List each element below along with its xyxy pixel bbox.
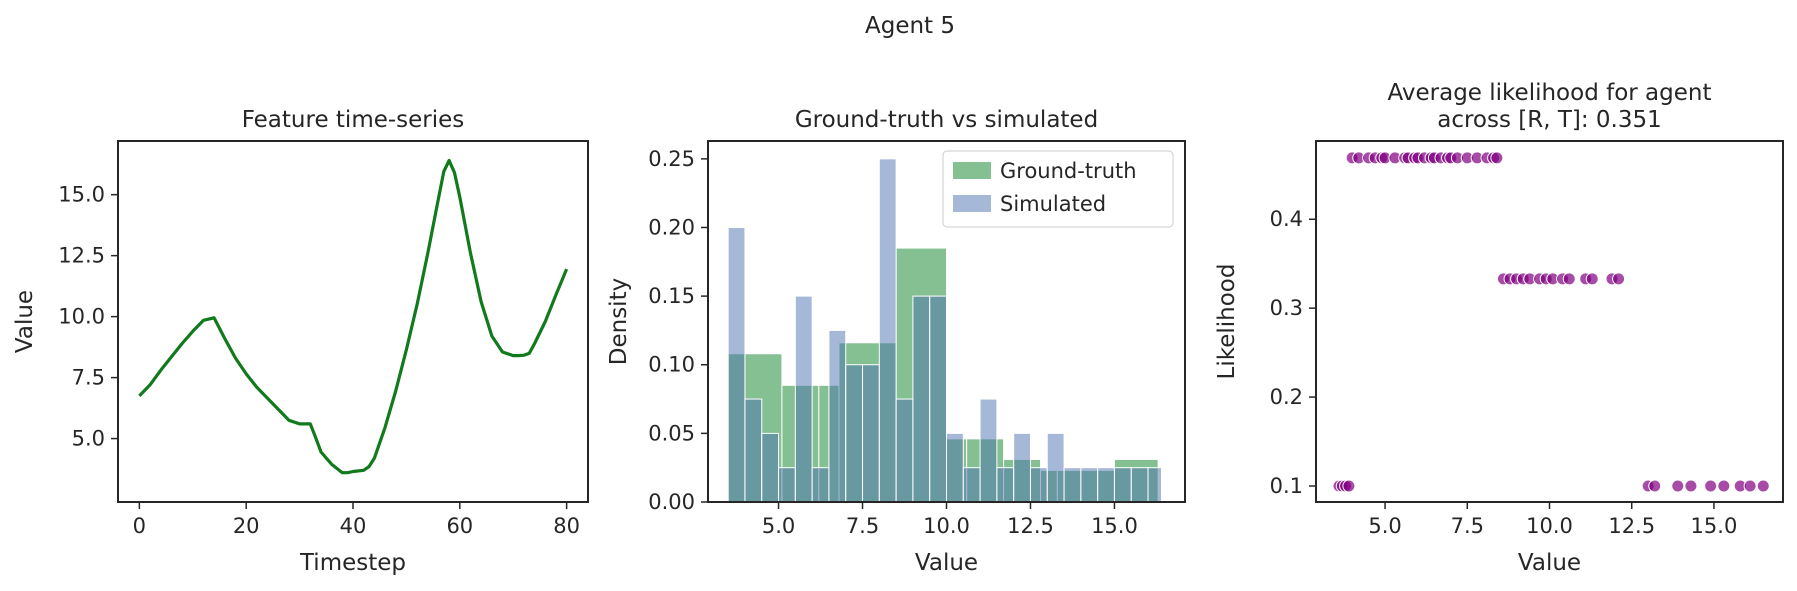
panel-2-frame — [707, 140, 1186, 503]
x-tick-label: 10.0 — [923, 514, 970, 538]
histogram-bar — [761, 432, 780, 503]
histogram-bar — [727, 226, 746, 503]
scatter-point — [1717, 479, 1731, 493]
y-tick-label: 0.05 — [648, 421, 695, 445]
panel-title: across [R, T]: 0.351 — [1437, 107, 1662, 133]
x-tick-label: 15.0 — [1091, 514, 1138, 538]
histogram-bar — [811, 467, 830, 503]
panel-3-frame — [1315, 140, 1784, 503]
histogram-bar — [778, 467, 796, 503]
histogram-bar — [845, 364, 864, 503]
histogram-bar — [946, 432, 964, 503]
histogram-bar — [1046, 432, 1065, 503]
histogram-bar — [1029, 467, 1048, 503]
scatter-point — [1671, 479, 1685, 493]
histogram-bar — [996, 467, 1015, 503]
legend-label: Ground-truth — [1000, 159, 1137, 183]
y-tick-label: 0.00 — [648, 490, 695, 514]
histogram-bar — [828, 329, 847, 503]
scatter-point — [1612, 272, 1626, 286]
x-tick-label: 20 — [233, 514, 260, 538]
scatter-point — [1562, 272, 1576, 286]
x-tick-label: 80 — [553, 514, 580, 538]
x-tick-label: 7.5 — [846, 514, 879, 538]
histogram-bar — [1063, 467, 1082, 503]
histogram-bar — [744, 398, 763, 503]
y-tick-label: 5.0 — [72, 427, 105, 451]
y-axis-label: Density — [606, 278, 632, 365]
x-tick-label: 0 — [133, 514, 146, 538]
histogram-simulated — [727, 158, 1162, 503]
x-tick-label: 5.0 — [1368, 514, 1401, 538]
histogram-bar — [929, 295, 947, 503]
panel-2-axes: 5.0 7.5 10.0 12.5 15.0 0.00 0.05 0.10 0.15 0.20 0.… — [606, 107, 1138, 576]
histogram-bar — [862, 364, 880, 503]
histogram-bar — [1113, 467, 1132, 503]
scatter-point — [1342, 479, 1356, 493]
x-tick-label: 10.0 — [1526, 514, 1573, 538]
histogram-bar — [1097, 467, 1115, 503]
y-tick-label: 0.15 — [648, 284, 695, 308]
scatter-point — [1585, 272, 1599, 286]
scatter-point — [1490, 151, 1504, 165]
histogram-bar — [912, 295, 931, 503]
x-tick-label: 60 — [446, 514, 473, 538]
histogram-bar — [1080, 467, 1099, 503]
legend-label: Simulated — [1000, 192, 1106, 216]
histogram-bar — [794, 295, 813, 503]
y-tick-label: 7.5 — [72, 366, 105, 390]
histogram-bar — [878, 158, 897, 503]
x-tick-label: 7.5 — [1451, 514, 1484, 538]
legend-box — [942, 150, 1174, 228]
panel-1-axes: 0 20 40 60 80 5.0 7.5 10.0 12.5 15.0 Timestep Value… — [12, 107, 580, 576]
x-axis-label: Value — [915, 550, 978, 576]
y-tick-label: 0.20 — [648, 215, 695, 239]
panel-title: Ground-truth vs simulated — [795, 107, 1098, 133]
y-tick-label: 0.10 — [648, 353, 695, 377]
scatter-point — [1743, 479, 1757, 493]
x-tick-label: 12.5 — [1007, 514, 1054, 538]
y-tick-label: 0.25 — [648, 147, 695, 171]
y-tick-label: 12.5 — [58, 244, 105, 268]
y-tick-label: 15.0 — [58, 183, 105, 207]
scatter-point — [1704, 479, 1718, 493]
scatter-point — [1756, 479, 1770, 493]
y-axis-label: Likelihood — [1214, 264, 1240, 380]
panel-1-frame — [117, 140, 589, 503]
x-tick-label: 12.5 — [1608, 514, 1655, 538]
y-tick-label: 0.3 — [1270, 296, 1303, 320]
scatter-point — [1684, 479, 1698, 493]
histogram-bar — [1147, 467, 1162, 503]
figure-suptitle: Agent 5 — [865, 13, 955, 39]
panel-title: Feature time-series — [242, 107, 465, 133]
legend: Ground-truth Simulated — [942, 150, 1174, 228]
histogram-bar — [962, 467, 981, 503]
histogram-bar — [979, 398, 998, 503]
panel-3-axes: 5.0 7.5 10.0 12.5 15.0 0.1 0.2 0.3 0.4 Value Likel… — [1214, 80, 1737, 576]
x-tick-label: 15.0 — [1691, 514, 1738, 538]
histogram-bar — [1130, 467, 1149, 503]
legend-swatch — [953, 195, 991, 212]
series-line — [138, 158, 569, 475]
y-tick-label: 0.2 — [1270, 385, 1303, 409]
y-tick-label: 0.4 — [1270, 207, 1303, 231]
x-axis-label: Timestep — [299, 550, 406, 576]
y-axis-label: Value — [12, 290, 38, 353]
scatter-point — [1648, 479, 1662, 493]
x-tick-label: 40 — [340, 514, 367, 538]
histogram-bar — [895, 398, 914, 503]
histogram-bar — [1013, 432, 1031, 503]
y-tick-label: 10.0 — [58, 305, 105, 329]
panel-title: Average likelihood for agent — [1388, 80, 1712, 106]
x-tick-label: 5.0 — [762, 514, 795, 538]
x-axis-label: Value — [1518, 550, 1581, 576]
legend-swatch — [953, 162, 991, 179]
y-tick-label: 0.1 — [1270, 474, 1303, 498]
scatter-points — [1332, 151, 1770, 493]
